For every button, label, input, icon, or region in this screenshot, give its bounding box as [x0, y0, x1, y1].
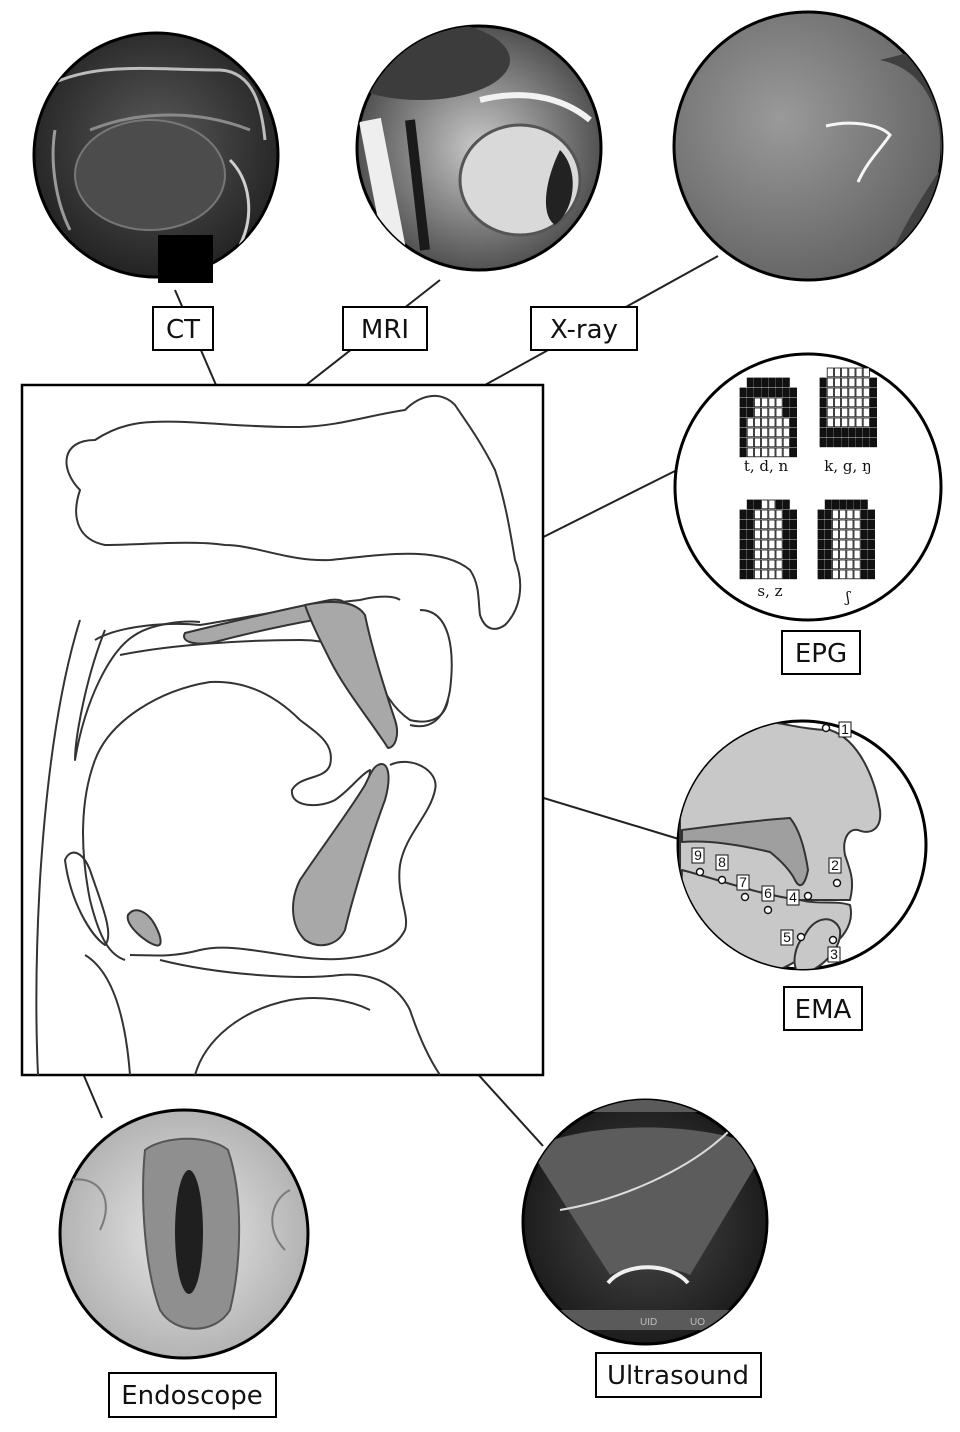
label-endoscope: Endoscope [121, 1381, 263, 1411]
ema-sensor-dot [763, 905, 773, 915]
ema-sensor-dot [821, 723, 831, 733]
ema-image: 1 2 3 4 5 6 789 [676, 719, 928, 971]
lower-teeth-shaded [292, 763, 390, 947]
ema-sensor-3: 3 [827, 935, 841, 963]
ultrasound-footer-text-1: UID [640, 1317, 657, 1328]
pharynx-wall [74, 620, 201, 761]
ema-sensor-6: 6 [761, 885, 775, 915]
ema-sensor-label: 1 [841, 721, 849, 737]
ema-sensor-dot [717, 875, 727, 885]
xray-image [672, 10, 944, 282]
label-epg: EPG [795, 639, 847, 669]
method-labels: CT MRI X-ray EPG EMA Endoscope Ultrasoun… [108, 306, 863, 1418]
ema-sensor-label: 2 [831, 857, 839, 873]
epg-label-sz: s, z [757, 582, 782, 600]
ultrasound-header-text: UBC [680, 1097, 703, 1109]
ema-sensor-dot [828, 935, 838, 945]
tongue-outline [94, 680, 371, 851]
ema-sensor-label: 4 [789, 889, 797, 905]
epg-grid-sz [739, 499, 798, 580]
ema-sensor-dot [832, 878, 842, 888]
ema-sensor-8: 8 [715, 854, 729, 885]
chin-outline [159, 959, 441, 1076]
epg-grid-tdn [739, 377, 798, 458]
ema-sensor-label: 5 [783, 929, 791, 945]
ema-sensor-2: 2 [828, 857, 842, 888]
label-ct: CT [166, 315, 200, 345]
ema-sensor-dot [796, 932, 806, 942]
ema-sensor-dot [803, 891, 813, 901]
hyoid-outline [194, 997, 371, 1076]
alveolar-ridge-shaded [304, 601, 398, 749]
label-mri: MRI [361, 315, 409, 345]
ema-sensor-4: 4 [786, 889, 813, 906]
diagram-frame [20, 383, 545, 1077]
neck-front-outline [84, 954, 131, 1076]
epg-label-kgng: k, g, ŋ [824, 457, 871, 475]
label-ultrasound: Ultrasound [607, 1361, 749, 1391]
vocal-tract-diagram [20, 383, 545, 1077]
larynx-outline [64, 851, 110, 946]
lower-lip-outline [129, 760, 437, 961]
endoscope-image [58, 1108, 310, 1360]
ema-sensor-7: 7 [736, 874, 750, 902]
epg-grid-sh [817, 499, 876, 580]
epg-panel: t, d, n k, g, ŋ s, z ʃ [673, 352, 943, 622]
ct-image [32, 31, 280, 283]
ema-sensor-dot [695, 867, 705, 877]
epg-label-tdn: t, d, n [744, 457, 789, 475]
epg-label-sh: ʃ [844, 588, 851, 606]
posterior-pharynx-outline [35, 619, 81, 1076]
ema-sensor-9: 9 [691, 847, 705, 877]
label-xray: X-ray [550, 315, 618, 345]
ema-sensor-5: 5 [780, 929, 806, 946]
label-ema: EMA [795, 995, 852, 1025]
upper-lip-outline [409, 609, 453, 728]
ema-sensor-1: 1 [821, 721, 852, 738]
ema-sensor-label: 7 [739, 874, 747, 890]
mri-image [355, 24, 603, 272]
ema-sensor-label: 9 [694, 847, 702, 863]
ema-sensor-label: 3 [830, 946, 838, 962]
ultrasound-image: UBC UID UO [521, 1097, 769, 1346]
ultrasound-footer-text-2: UO [690, 1317, 705, 1328]
epg-grid-kgng [819, 367, 878, 448]
tongue-root-outline [82, 759, 126, 961]
epiglottis-shaded [126, 909, 162, 947]
ema-sensors: 1 2 3 4 5 6 789 [691, 721, 852, 963]
ema-sensor-label: 6 [764, 885, 772, 901]
nasal-cavity-outline [65, 395, 522, 630]
ema-sensor-label: 8 [718, 854, 726, 870]
ema-sensor-dot [740, 892, 750, 902]
